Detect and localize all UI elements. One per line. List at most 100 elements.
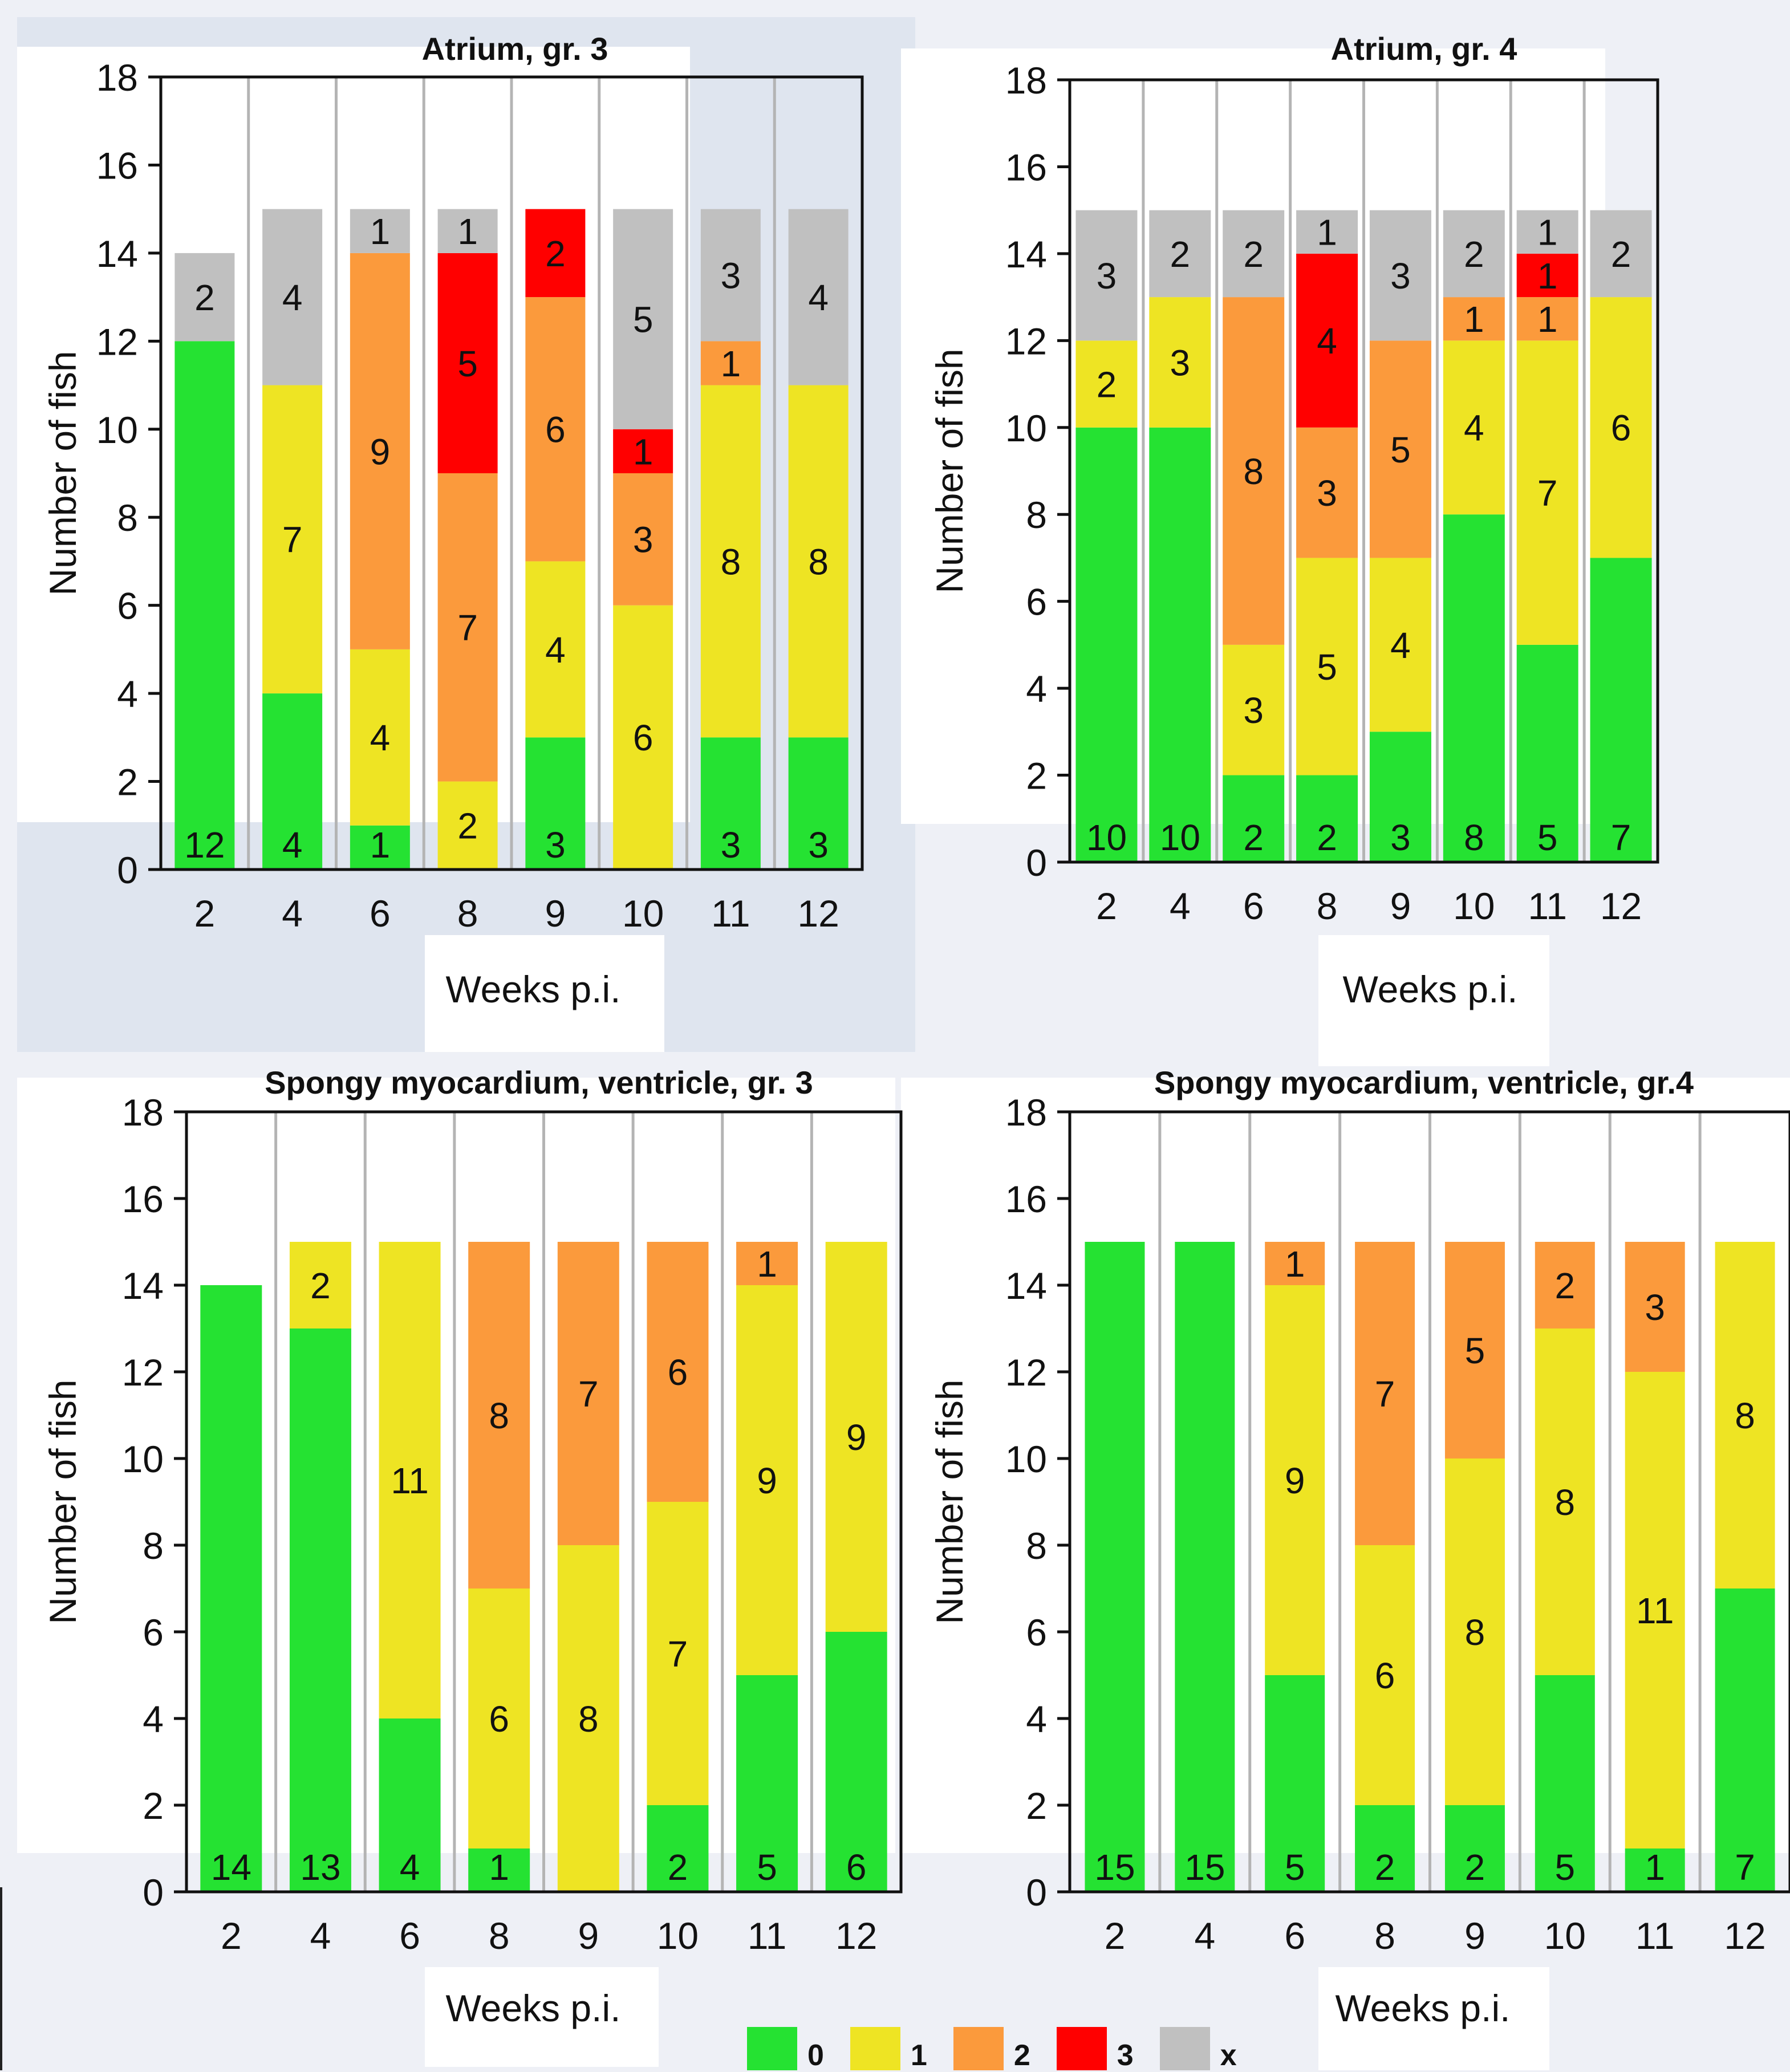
chart1-data-label: 1 [633, 431, 654, 472]
chart4-bar-0-12 [1715, 1588, 1775, 1892]
panel-white-top-left-label [425, 935, 664, 1052]
chart2-bar-0-6 [1223, 775, 1285, 862]
chart2-data-label: 2 [1097, 364, 1117, 405]
chart2-data-label: 1 [1537, 299, 1558, 340]
chart2-bar-x-6 [1223, 210, 1285, 298]
chart3-data-label: 6 [489, 1699, 509, 1740]
chart3-data-label: 9 [757, 1460, 777, 1501]
chart1-x-tick-label: 8 [457, 892, 478, 935]
chart4-bar-2-11 [1625, 1242, 1685, 1372]
chart3-x-tick-label: 6 [399, 1915, 420, 1957]
chart2-bar-x-12 [1590, 210, 1652, 298]
chart4-title: Spongy myocardium, ventricle, gr.4 [1154, 1065, 1694, 1100]
chart2-bar-0-9 [1369, 732, 1431, 862]
chart1-bar-2-11 [700, 341, 761, 385]
chart2-data-label: 4 [1464, 408, 1484, 449]
chart2-bar-3-8 [1296, 253, 1358, 428]
chart4-x-tick-label: 11 [1635, 1915, 1675, 1957]
chart3-bar-0-10 [647, 1805, 709, 1892]
chart2-data-label: 8 [1243, 451, 1264, 492]
chart1-x-tick-label: 11 [711, 892, 750, 935]
chart3-bar-1-10 [647, 1502, 709, 1805]
legend-item-3: 3 [1056, 2027, 1134, 2070]
chart3-x-tick-label: 12 [835, 1915, 877, 1957]
chart4-data-label: 2 [1555, 1265, 1576, 1306]
chart2-data-label: 3 [1317, 473, 1337, 514]
chart3-y-tick-label: 14 [122, 1265, 164, 1307]
chart1-bar-x-2 [174, 253, 235, 342]
chart3-bar-2-8 [468, 1242, 530, 1588]
chart4-x-axis-label: Weeks p.i. [1336, 1987, 1511, 2029]
chart4-bar-0-2 [1085, 1242, 1145, 1892]
chart2-data-label: 1 [1464, 299, 1484, 340]
chart4-bar-0-9 [1444, 1805, 1505, 1892]
chart1-data-label: 3 [721, 824, 741, 866]
chart2-data-label: 2 [1243, 234, 1264, 275]
chart4-bar-1-10 [1535, 1328, 1595, 1675]
chart4-y-tick-label: 2 [1026, 1785, 1047, 1827]
chart2-bar-0-8 [1296, 775, 1358, 862]
chart2-x-tick-label: 11 [1528, 885, 1567, 927]
chart1-bar-3-10 [613, 429, 673, 473]
chart2-bar-x-11 [1516, 210, 1578, 254]
panel-white-bottom-right-label [1318, 1967, 1549, 2070]
chart1-bar-0-6 [350, 825, 410, 870]
chart3-data-label: 1 [489, 1847, 509, 1888]
chart1-y-tick-label: 10 [96, 409, 138, 451]
chart2-bar-1-6 [1223, 644, 1285, 775]
chart3-x-tick-label: 2 [221, 1915, 242, 1957]
chart1-data-label: 3 [545, 824, 566, 866]
chart2-data-label: 1 [1537, 255, 1558, 296]
legend-item-0: 0 [747, 2027, 824, 2070]
chart2-bar-0-2 [1075, 427, 1138, 862]
chart4-data-label: 6 [1375, 1655, 1395, 1696]
chart4-data-label: 7 [1735, 1847, 1755, 1888]
chart2-bar-3-11 [1516, 253, 1578, 298]
chart2-data-label: 2 [1243, 817, 1264, 858]
chart3-y-tick-label: 0 [143, 1871, 164, 1913]
chart3-data-label: 4 [400, 1847, 420, 1888]
chart3-y-tick-label: 12 [122, 1351, 164, 1393]
chart3-plot-frame [185, 1110, 903, 1894]
chart1-data-label: 4 [545, 629, 566, 671]
chart1-data-label: 9 [370, 431, 391, 472]
chart1-x-tick-label: 10 [622, 892, 664, 935]
chart2-bar-0-11 [1516, 644, 1578, 862]
chart3-bar-0-8 [468, 1848, 530, 1892]
chart1-y-tick-label: 2 [117, 761, 138, 803]
chart4-bar-0-4 [1175, 1242, 1235, 1892]
chart3-y-axis-label: Number of fish [42, 1379, 84, 1624]
chart1-bar-1-11 [700, 385, 761, 738]
chart1-y-tick-label: 16 [96, 144, 138, 186]
chart1-bar-x-11 [700, 209, 761, 342]
chart4-data-label: 2 [1465, 1847, 1485, 1888]
chart2-x-tick-label: 8 [1317, 885, 1338, 927]
chart2-bar-1-12 [1590, 297, 1652, 558]
chart1-data-label: 1 [721, 343, 741, 384]
chart2-bar-2-6 [1223, 297, 1285, 645]
chart1-data-label: 2 [194, 277, 215, 318]
chart1-bar-1-8 [437, 781, 498, 870]
legend-label-x: x [1220, 2039, 1237, 2072]
chart1-bar-1-6 [350, 649, 410, 826]
chart2-bar-x-9 [1369, 210, 1431, 341]
chart1-data-label: 3 [721, 255, 741, 296]
chart4-y-tick-label: 10 [1005, 1438, 1047, 1480]
chart1-bar-x-12 [788, 209, 849, 385]
chart2-y-tick-label: 16 [1005, 146, 1047, 188]
chart1-bar-2-6 [350, 253, 410, 649]
chart1-x-tick-label: 2 [194, 892, 216, 935]
chart2-data-label: 1 [1317, 212, 1337, 253]
chart3-x-tick-label: 11 [748, 1915, 787, 1957]
chart2-data-label: 1 [1537, 212, 1558, 253]
chart4-bar-0-6 [1265, 1675, 1325, 1892]
chart4-y-tick-label: 18 [1005, 1091, 1047, 1133]
legend-swatch-1 [850, 2027, 900, 2070]
chart4-data-label: 5 [1465, 1330, 1485, 1371]
chart2-x-tick-label: 6 [1243, 885, 1264, 927]
chart2-bar-2-8 [1296, 427, 1358, 558]
chart2-data-label: 3 [1170, 342, 1191, 383]
chart2-y-axis-label: Number of fish [928, 348, 971, 593]
chart1-data-label: 3 [633, 519, 654, 560]
